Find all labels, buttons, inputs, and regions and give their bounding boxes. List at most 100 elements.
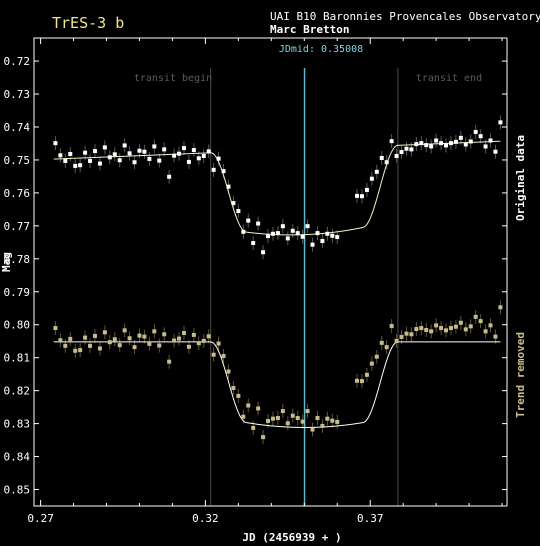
data-point-detrended <box>483 329 488 334</box>
data-point-detrended <box>439 326 444 331</box>
data-point-detrended <box>414 327 419 332</box>
data-point-original <box>359 194 364 199</box>
data-point-original <box>127 151 132 156</box>
data-point-detrended <box>404 331 409 336</box>
data-points <box>53 120 503 440</box>
data-point-detrended <box>162 332 167 337</box>
data-point-detrended <box>448 326 453 331</box>
data-point-original <box>458 135 463 140</box>
data-point-original <box>300 234 305 239</box>
data-point-original <box>444 143 449 148</box>
data-point-original <box>107 155 112 160</box>
data-point-original <box>429 144 434 149</box>
data-point-original <box>117 158 122 163</box>
data-point-detrended <box>226 369 231 374</box>
y-tick-label: 0.73 <box>4 88 31 101</box>
data-point-detrended <box>137 333 142 338</box>
transit-markers <box>210 68 399 506</box>
data-point-detrended <box>295 416 300 420</box>
data-point-detrended <box>409 332 414 337</box>
data-point-detrended <box>256 406 261 411</box>
plot-frame <box>33 37 508 507</box>
data-point-detrended <box>53 326 58 331</box>
data-point-detrended <box>206 334 211 339</box>
data-point-original <box>414 142 419 147</box>
data-point-detrended <box>251 425 256 430</box>
data-point-detrended <box>73 348 78 353</box>
data-point-original <box>419 141 424 146</box>
data-point-detrended <box>186 344 191 349</box>
data-point-detrended <box>285 421 290 426</box>
y-tick-label: 0.75 <box>4 154 31 167</box>
data-point-detrended <box>468 324 473 329</box>
data-point-detrended <box>78 348 83 353</box>
y-axis-label: Mag <box>0 252 13 272</box>
x-tick-label: 0.32 <box>192 512 219 525</box>
data-point-original <box>275 231 280 236</box>
data-point-original <box>488 138 493 143</box>
data-point-detrended <box>369 361 374 366</box>
data-point-detrended <box>266 418 271 423</box>
data-point-detrended <box>177 336 182 341</box>
data-point-original <box>256 221 261 226</box>
data-point-original <box>424 143 429 148</box>
data-point-original <box>493 149 498 154</box>
data-point-original <box>266 234 271 239</box>
data-point-original <box>68 152 73 157</box>
data-point-original <box>463 142 468 147</box>
jdmid-label: JDmid: 0.35008 <box>279 44 363 55</box>
data-point-original <box>162 147 167 152</box>
data-point-original <box>379 155 384 160</box>
data-point-detrended <box>330 418 335 423</box>
y-tick-label: 0.74 <box>4 121 31 134</box>
data-point-detrended <box>97 346 102 351</box>
data-point-detrended <box>478 319 483 324</box>
model-curve-detrended <box>53 341 501 428</box>
data-point-detrended <box>290 413 295 418</box>
chart-title: TrES-3 b <box>52 14 124 32</box>
data-point-original <box>364 187 369 192</box>
data-point-original <box>88 158 93 163</box>
data-point-detrended <box>88 343 93 348</box>
data-point-detrended <box>246 403 251 408</box>
data-point-detrended <box>389 324 394 329</box>
data-point-original <box>261 250 266 255</box>
data-point-original <box>409 147 414 152</box>
data-point-detrended <box>261 435 266 440</box>
data-point-detrended <box>216 341 221 346</box>
y-tick-label: 0.78 <box>4 253 31 266</box>
data-point-original <box>142 149 147 154</box>
data-point-detrended <box>419 326 424 331</box>
data-point-original <box>399 150 404 155</box>
data-point-detrended <box>270 416 275 421</box>
data-point-detrended <box>359 379 364 384</box>
data-point-detrended <box>320 423 325 428</box>
data-point-detrended <box>122 328 127 333</box>
data-point-detrended <box>157 343 162 348</box>
data-point-detrended <box>63 343 68 348</box>
data-point-original <box>330 233 335 238</box>
data-point-detrended <box>201 338 206 343</box>
data-point-detrended <box>384 345 389 350</box>
data-point-original <box>92 149 97 154</box>
data-point-original <box>404 146 409 151</box>
data-point-detrended <box>453 324 458 329</box>
data-point-original <box>201 153 206 158</box>
x-tick-label: 0.37 <box>357 512 384 525</box>
x-axis-ticks: 0.27 0.32 0.37 <box>27 38 503 525</box>
data-point-detrended <box>310 427 315 432</box>
observer-label: Marc Bretton <box>270 23 349 36</box>
data-point-detrended <box>117 343 122 348</box>
data-point-original <box>73 163 78 168</box>
y-tick-label: 0.81 <box>4 352 31 365</box>
data-point-original <box>191 148 196 153</box>
data-point-detrended <box>191 332 196 337</box>
data-point-original <box>315 231 320 236</box>
data-point-original <box>384 160 389 165</box>
data-point-original <box>112 152 117 157</box>
trend-removed-label: Trend removed <box>514 332 527 418</box>
data-point-original <box>102 145 107 150</box>
data-point-original <box>147 156 152 161</box>
data-point-detrended <box>112 337 117 342</box>
data-point-original <box>320 239 325 244</box>
